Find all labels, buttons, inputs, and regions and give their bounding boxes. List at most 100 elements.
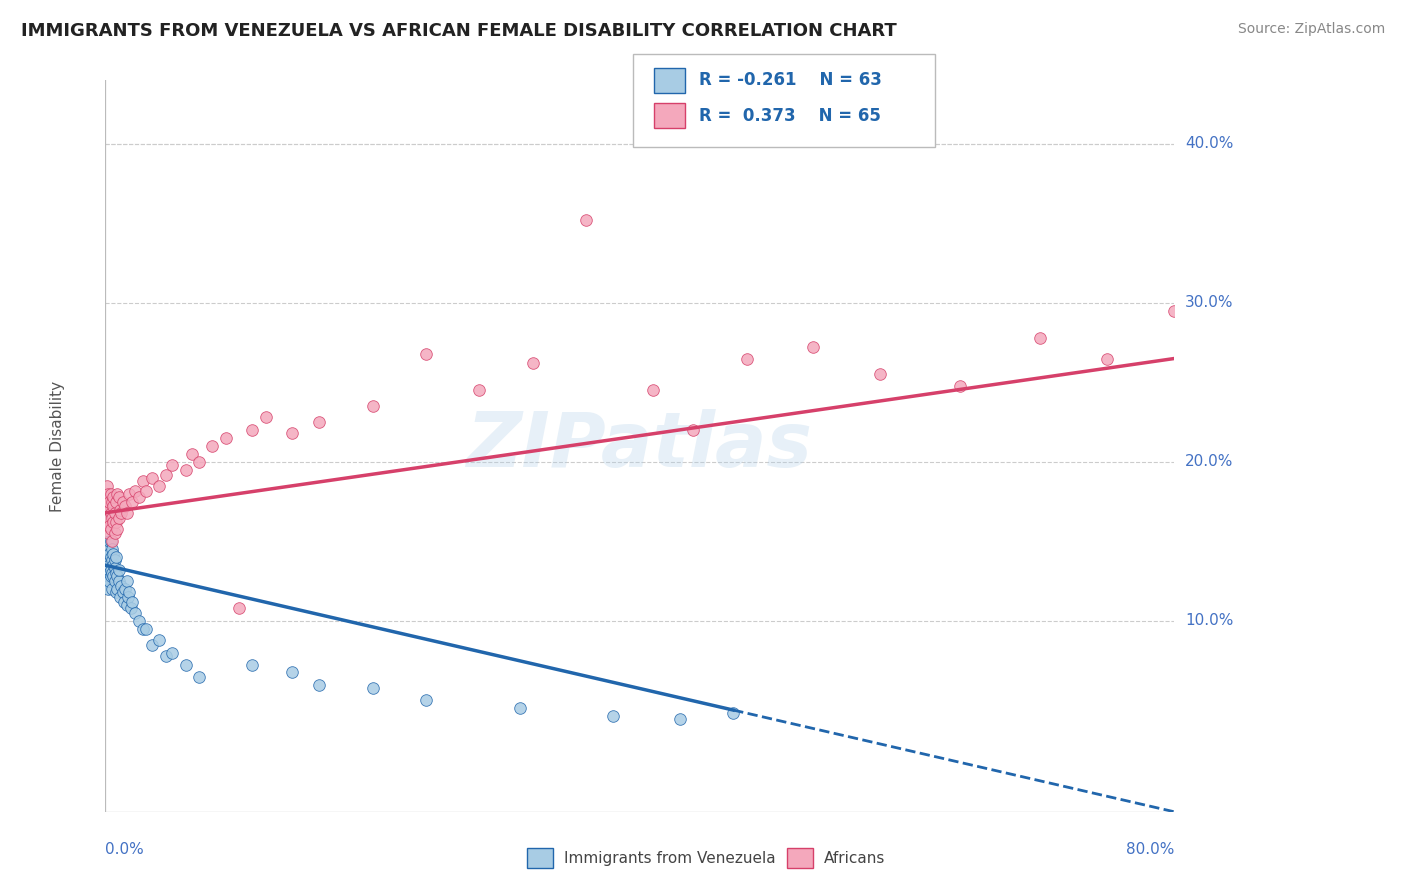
Point — [869, 368, 891, 382]
Point — [121, 494, 143, 508]
Point — [1163, 303, 1185, 318]
Point — [1097, 351, 1119, 366]
Point — [108, 490, 129, 504]
Text: Female Disability: Female Disability — [49, 380, 65, 512]
Point — [128, 614, 150, 628]
Point — [103, 569, 125, 583]
Point — [97, 486, 120, 500]
Point — [97, 569, 120, 583]
Point — [97, 582, 120, 596]
Point — [135, 622, 156, 636]
Point — [103, 516, 125, 530]
Point — [522, 356, 544, 370]
Point — [107, 582, 129, 596]
Point — [105, 516, 128, 530]
Point — [98, 534, 121, 549]
Text: 0.0%: 0.0% — [105, 842, 145, 857]
Point — [98, 563, 121, 577]
Text: Africans: Africans — [824, 851, 886, 865]
Point — [201, 439, 224, 453]
Point — [101, 534, 124, 549]
Point — [110, 506, 132, 520]
Text: 80.0%: 80.0% — [1126, 842, 1174, 857]
Point — [107, 522, 129, 536]
Point — [97, 510, 120, 524]
Point — [96, 518, 118, 533]
Point — [98, 574, 121, 589]
Point — [509, 701, 531, 715]
Point — [96, 550, 118, 565]
Point — [101, 582, 124, 596]
Point — [641, 384, 665, 398]
Text: 40.0%: 40.0% — [1185, 136, 1233, 152]
Point — [308, 677, 330, 691]
Point — [949, 378, 972, 392]
Point — [108, 510, 129, 524]
Point — [155, 648, 177, 663]
Point — [148, 479, 170, 493]
Point — [103, 547, 125, 561]
Point — [141, 638, 163, 652]
Text: Source: ZipAtlas.com: Source: ZipAtlas.com — [1237, 22, 1385, 37]
Point — [97, 526, 120, 541]
Point — [669, 713, 692, 727]
Point — [103, 500, 125, 514]
Point — [575, 213, 598, 227]
Point — [104, 506, 127, 520]
Point — [242, 658, 264, 673]
Point — [100, 569, 122, 583]
Point — [135, 483, 156, 498]
Point — [104, 574, 127, 589]
Point — [98, 558, 121, 573]
Point — [118, 486, 141, 500]
Point — [101, 542, 124, 557]
Point — [361, 681, 384, 695]
Point — [415, 347, 437, 361]
Point — [96, 494, 118, 508]
Point — [254, 410, 277, 425]
Point — [100, 486, 122, 500]
Point — [242, 423, 264, 437]
Point — [97, 553, 120, 567]
Point — [101, 494, 124, 508]
Text: R = -0.261    N = 63: R = -0.261 N = 63 — [699, 71, 882, 89]
Point — [98, 547, 121, 561]
Point — [96, 574, 118, 589]
Point — [112, 595, 135, 609]
Point — [105, 566, 128, 581]
Point — [155, 467, 177, 482]
Point — [735, 351, 758, 366]
Point — [120, 601, 142, 615]
Point — [100, 563, 122, 577]
Point — [174, 463, 197, 477]
Point — [132, 622, 155, 636]
Point — [100, 522, 122, 536]
Point — [105, 585, 128, 599]
Point — [214, 431, 236, 445]
Point — [281, 665, 304, 679]
Point — [121, 595, 143, 609]
Point — [115, 598, 138, 612]
Point — [111, 494, 134, 508]
Point — [100, 506, 122, 520]
Point — [108, 574, 129, 589]
Point — [148, 632, 170, 647]
Point — [98, 502, 121, 516]
Point — [124, 606, 146, 620]
Point — [114, 582, 136, 596]
Point — [141, 471, 163, 485]
Point — [308, 415, 330, 429]
Point — [117, 590, 139, 604]
Point — [104, 561, 127, 575]
Point — [128, 490, 150, 504]
Point — [96, 566, 118, 581]
Text: 10.0%: 10.0% — [1185, 614, 1233, 628]
Point — [97, 542, 120, 557]
Point — [98, 518, 121, 533]
Point — [801, 340, 824, 354]
Point — [162, 458, 183, 472]
Point — [108, 590, 131, 604]
Point — [101, 566, 124, 581]
Point — [101, 510, 124, 524]
Point — [108, 563, 129, 577]
